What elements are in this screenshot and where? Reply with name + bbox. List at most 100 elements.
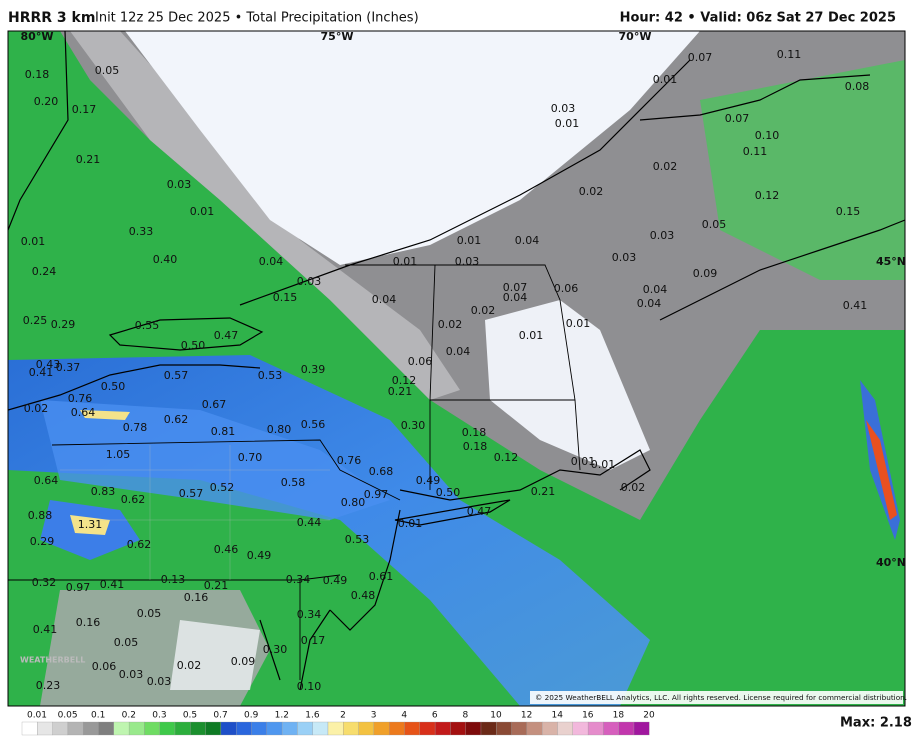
precip-value: 0.88	[28, 509, 53, 522]
precip-value: 0.41	[33, 623, 58, 636]
colorbar-swatch	[633, 721, 650, 736]
precip-value: 0.11	[777, 48, 802, 61]
colorbar-label: 1.6	[305, 711, 320, 721]
precip-value: 0.03	[650, 229, 675, 242]
precip-value: 0.49	[323, 574, 348, 587]
colorbar-swatch	[37, 721, 53, 736]
precip-value: 0.81	[211, 425, 236, 438]
precip-value: 0.97	[66, 581, 91, 594]
precip-value: 0.02	[24, 402, 49, 415]
colorbar-label: 2	[340, 711, 346, 721]
precip-value: 0.01	[393, 255, 418, 268]
precip-value: 0.05	[95, 64, 120, 77]
nj-coast	[329, 509, 401, 631]
colorbar-swatch	[236, 721, 252, 736]
precip-value: 0.06	[408, 355, 433, 368]
precip-value: 0.53	[345, 533, 370, 546]
colorbar-swatch	[52, 721, 69, 736]
precip-value: 0.03	[167, 178, 192, 191]
lake-huron	[8, 31, 69, 231]
precip-value: 0.40	[153, 253, 178, 266]
dry-south	[170, 620, 260, 690]
colorbar-label: 6	[432, 711, 438, 721]
precip-value: 0.37	[56, 361, 81, 374]
colorbar-swatch	[389, 721, 405, 736]
yellow-spot-2	[80, 410, 130, 420]
header-subtitle: Init 12z 25 Dec 2025 • Total Precipitati…	[95, 11, 419, 26]
colorbar-swatch	[113, 721, 130, 736]
max-value: Max: 2.18	[840, 716, 912, 731]
ne-coast	[399, 449, 651, 501]
precip-value: 0.50	[436, 486, 461, 499]
precip-value: 0.21	[204, 579, 229, 592]
precip-value: 0.50	[101, 380, 126, 393]
lake-erie-coast	[8, 364, 261, 411]
precip-value: 0.62	[121, 493, 146, 506]
long-island	[394, 499, 511, 526]
colorbar-swatch	[205, 721, 222, 736]
precip-value: 0.13	[161, 573, 186, 586]
colorbar-swatch	[572, 721, 589, 736]
precip-value: 0.78	[123, 421, 148, 434]
precip-value: 0.04	[446, 345, 471, 358]
precip-value: 0.23	[36, 679, 61, 692]
precip-value: 0.03	[455, 255, 480, 268]
precip-value: 0.01	[566, 317, 591, 330]
precip-value: 0.06	[92, 660, 117, 673]
copyright: © 2025 WeatherBELL Analytics, LLC. All r…	[535, 693, 907, 702]
colorbar-swatch	[419, 721, 436, 736]
state-borders	[429, 399, 581, 490]
blue-core	[40, 400, 390, 520]
dry-area	[125, 31, 700, 265]
precip-value: 0.04	[643, 283, 668, 296]
colorbar-swatch	[144, 721, 160, 736]
colorbar-swatch	[220, 721, 237, 736]
colorbar-swatch	[21, 721, 38, 736]
precip-value: 0.50	[181, 339, 206, 352]
precip-value: 0.02	[471, 304, 496, 317]
precip-value: 0.39	[301, 363, 326, 376]
colorbar-swatch	[281, 721, 298, 736]
colorbar-label: 0.2	[122, 711, 136, 721]
precip-value: 0.44	[297, 516, 322, 529]
precip-value: 0.05	[137, 607, 162, 620]
precip-value: 0.61	[369, 570, 394, 583]
precip-value: 0.52	[210, 481, 235, 494]
precip-value: 0.03	[119, 668, 144, 681]
colorbar-label: 20	[643, 711, 655, 721]
colorbar-label: 0.7	[213, 711, 227, 721]
copyright-box	[530, 691, 903, 704]
precip-value: 0.21	[531, 485, 556, 498]
precip-value: 0.06	[554, 282, 579, 295]
chesapeake	[259, 609, 331, 691]
colorbar-swatch	[465, 721, 482, 736]
canada-border	[639, 74, 871, 121]
colorbar-swatch	[404, 721, 420, 736]
precip-value: 0.68	[369, 465, 394, 478]
precip-value: 0.21	[388, 385, 413, 398]
precip-value: 0.15	[273, 291, 298, 304]
precip-value: 0.34	[286, 573, 311, 586]
precip-value: 0.53	[258, 369, 283, 382]
grid-label: 45°N	[876, 255, 906, 268]
precip-value: 0.30	[401, 419, 426, 432]
precip-value: 0.03	[147, 675, 172, 688]
precip-value: 0.43	[36, 358, 61, 371]
colorbar-swatch	[373, 721, 390, 736]
colorbar-label: 0.3	[152, 711, 166, 721]
precip-value: 0.04	[259, 255, 284, 268]
precip-value: 0.01	[457, 234, 482, 247]
precip-value: 0.02	[621, 481, 646, 494]
colorbar-label: 4	[401, 711, 407, 721]
precip-value: 0.04	[515, 234, 540, 247]
precip-value: 0.11	[743, 145, 768, 158]
precip-value: 0.64	[71, 406, 96, 419]
precip-value: 1.05	[106, 448, 131, 461]
colorbar-swatch	[297, 721, 313, 736]
precip-value: 0.58	[281, 476, 306, 489]
colorbar-label: 10	[490, 711, 502, 721]
colorbar-swatch	[603, 721, 619, 736]
precip-value: 0.01	[571, 455, 596, 468]
precip-value: 0.03	[612, 251, 637, 264]
